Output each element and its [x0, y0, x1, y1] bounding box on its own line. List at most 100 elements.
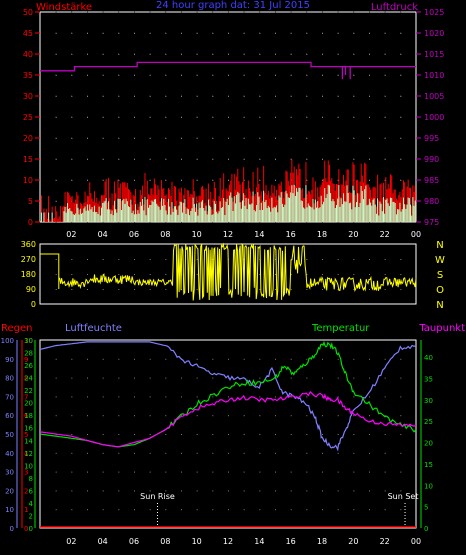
x-tick-label: 16: [286, 230, 296, 239]
grid-dot: [149, 54, 151, 55]
grid-dot: [87, 415, 88, 417]
luftfeuchte-label: Luftfeuchte: [65, 323, 122, 334]
grid-dot: [134, 180, 135, 181]
grid-dot: [196, 289, 198, 290]
grid-dot: [196, 377, 198, 379]
humidity-tick-label: 70: [5, 393, 14, 401]
grid-dot: [212, 396, 214, 398]
grid-dot: [181, 138, 182, 139]
grid-dot: [149, 377, 151, 379]
grid-dot: [275, 96, 276, 97]
grid-dot: [275, 259, 276, 260]
x-tick-label: 20: [348, 537, 358, 546]
grid-dot: [118, 54, 120, 55]
grid-dot: [259, 180, 261, 181]
grid-dot: [275, 274, 276, 275]
grid-dot: [400, 509, 402, 511]
grid-dot: [306, 358, 308, 360]
direction-tick-label: 360: [21, 240, 36, 249]
grid-dot: [102, 289, 104, 290]
grid-dot: [306, 490, 308, 492]
grid-dot: [118, 396, 120, 398]
grid-dot: [259, 96, 261, 97]
grid-dot: [275, 33, 276, 34]
humidity-tick-label: 40: [5, 450, 14, 458]
x-tick-label: 22: [380, 230, 390, 239]
grid-dot: [337, 434, 339, 435]
temp-left-tick-label: 8: [29, 475, 33, 483]
grid-dot: [290, 96, 292, 97]
x-tick-label: 00: [411, 537, 421, 546]
regen-tick-label: 6: [24, 412, 29, 420]
grid-dot: [55, 452, 57, 454]
grid-dot: [196, 180, 198, 181]
grid-dot: [337, 259, 339, 260]
grid-dot: [196, 117, 198, 118]
wind-tick-label: 35: [23, 71, 33, 80]
grid-dot: [243, 434, 245, 435]
grid-dot: [181, 33, 182, 34]
grid-dot: [259, 434, 261, 435]
grid-dot: [337, 396, 339, 398]
grid-dot: [290, 358, 292, 360]
grid-dot: [337, 289, 339, 290]
grid-dot: [102, 490, 104, 492]
grid-dot: [306, 159, 308, 160]
grid-dot: [369, 138, 370, 139]
grid-dot: [196, 138, 198, 139]
grid-dot: [134, 274, 135, 275]
panel2-frame: [39, 243, 417, 305]
grid-dot: [369, 396, 370, 398]
grid-dot: [384, 75, 386, 76]
grid-dot: [212, 415, 214, 417]
grid-dot: [102, 159, 104, 160]
pressure-tick-label: 1015: [424, 50, 444, 59]
grid-dot: [134, 54, 135, 55]
grid-dot: [102, 396, 104, 398]
grid-dot: [228, 471, 229, 473]
temp-right-tick-label: 35: [424, 375, 433, 383]
grid-dot: [71, 289, 73, 290]
grid-dot: [384, 377, 386, 379]
grid-dot: [212, 452, 214, 454]
grid-dot: [290, 490, 292, 492]
grid-dot: [212, 471, 214, 473]
grid-dot: [322, 289, 323, 290]
direction-compass-label: N: [436, 240, 443, 251]
grid-dot: [400, 33, 402, 34]
grid-dot: [118, 415, 120, 417]
grid-dot: [87, 289, 88, 290]
grid-dot: [118, 358, 120, 360]
grid-dot: [71, 434, 73, 435]
grid-dot: [71, 377, 73, 379]
grid-dot: [306, 509, 308, 511]
grid-dot: [134, 138, 135, 139]
grid-dot: [181, 490, 182, 492]
temp-left-tick-label: 4: [29, 500, 34, 508]
temp-right-tick-label: 25: [424, 418, 433, 426]
temp-left-tick-label: 16: [24, 425, 33, 433]
grid-dot: [118, 490, 120, 492]
grid-dot: [322, 75, 323, 76]
grid-dot: [87, 259, 88, 260]
grid-dot: [87, 509, 88, 511]
regen-tick-label: 8: [24, 375, 28, 383]
x-tick-label: 20: [348, 230, 358, 239]
grid-dot: [290, 396, 292, 398]
grid-dot: [134, 377, 135, 379]
grid-dot: [259, 490, 261, 492]
grid-dot: [212, 377, 214, 379]
grid-dot: [149, 259, 151, 260]
grid-dot: [165, 434, 167, 435]
grid-dot: [196, 471, 198, 473]
wind-tick-label: 20: [23, 134, 33, 143]
grid-dot: [275, 180, 276, 181]
grid-dot: [369, 180, 370, 181]
grid-dot: [259, 138, 261, 139]
grid-dot: [212, 75, 214, 76]
grid-dot: [149, 396, 151, 398]
grid-dot: [369, 75, 370, 76]
wind-tick-label: 30: [23, 92, 33, 101]
temp-left-tick-label: 24: [24, 375, 33, 383]
grid-dot: [353, 54, 355, 55]
